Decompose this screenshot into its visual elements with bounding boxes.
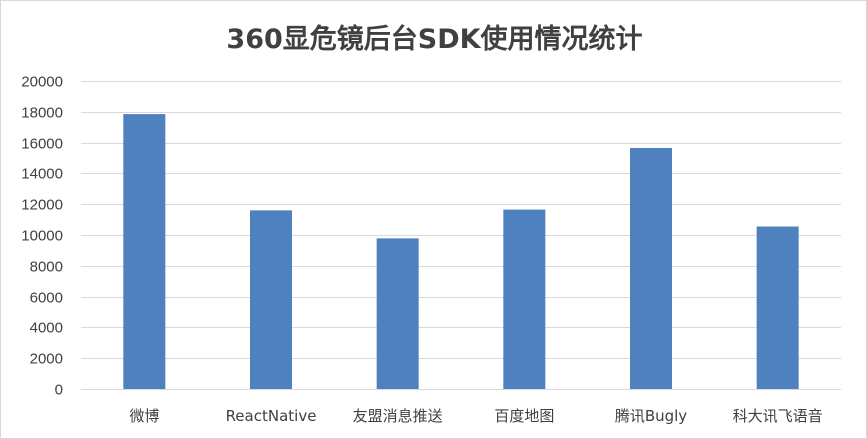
y-axis-tick-labels: 0 2000 4000 6000 8000 10000 12000 14000 16000 180… <box>21 74 63 399</box>
y-tick-label: 12000 <box>21 197 63 214</box>
y-tick-label: 4000 <box>30 320 63 337</box>
bar-1 <box>250 210 292 389</box>
y-tick-label: 6000 <box>30 290 63 307</box>
x-category-label: 友盟消息推送 <box>353 407 443 425</box>
y-tick-label: 20000 <box>21 74 63 91</box>
bars <box>123 114 799 390</box>
x-category-label: 腾讯Bugly <box>615 407 687 425</box>
y-tick-label: 2000 <box>30 351 63 368</box>
y-tick-label: 8000 <box>30 259 63 276</box>
y-tick-label: 18000 <box>21 105 63 122</box>
bar-0 <box>123 114 166 390</box>
chart-title: 360显危镜后台SDK使用情况统计 <box>226 24 643 55</box>
bar-4 <box>630 147 672 389</box>
y-tick-label: 10000 <box>21 228 63 245</box>
bar-5 <box>756 226 799 389</box>
gridlines <box>81 81 841 390</box>
x-category-label: 科大讯飞语音 <box>733 407 823 425</box>
x-axis-category-labels: 微博 ReactNative 友盟消息推送 百度地图 腾讯Bugly 科大讯飞语音 <box>129 407 822 425</box>
y-tick-label: 14000 <box>21 166 63 183</box>
x-category-label: 微博 <box>129 407 159 425</box>
x-category-label: 百度地图 <box>494 407 554 425</box>
x-category-label: ReactNative <box>226 407 317 425</box>
y-tick-label: 0 <box>55 382 63 399</box>
bar-2 <box>376 238 419 389</box>
bar-3 <box>503 209 546 389</box>
y-tick-label: 16000 <box>21 136 63 153</box>
